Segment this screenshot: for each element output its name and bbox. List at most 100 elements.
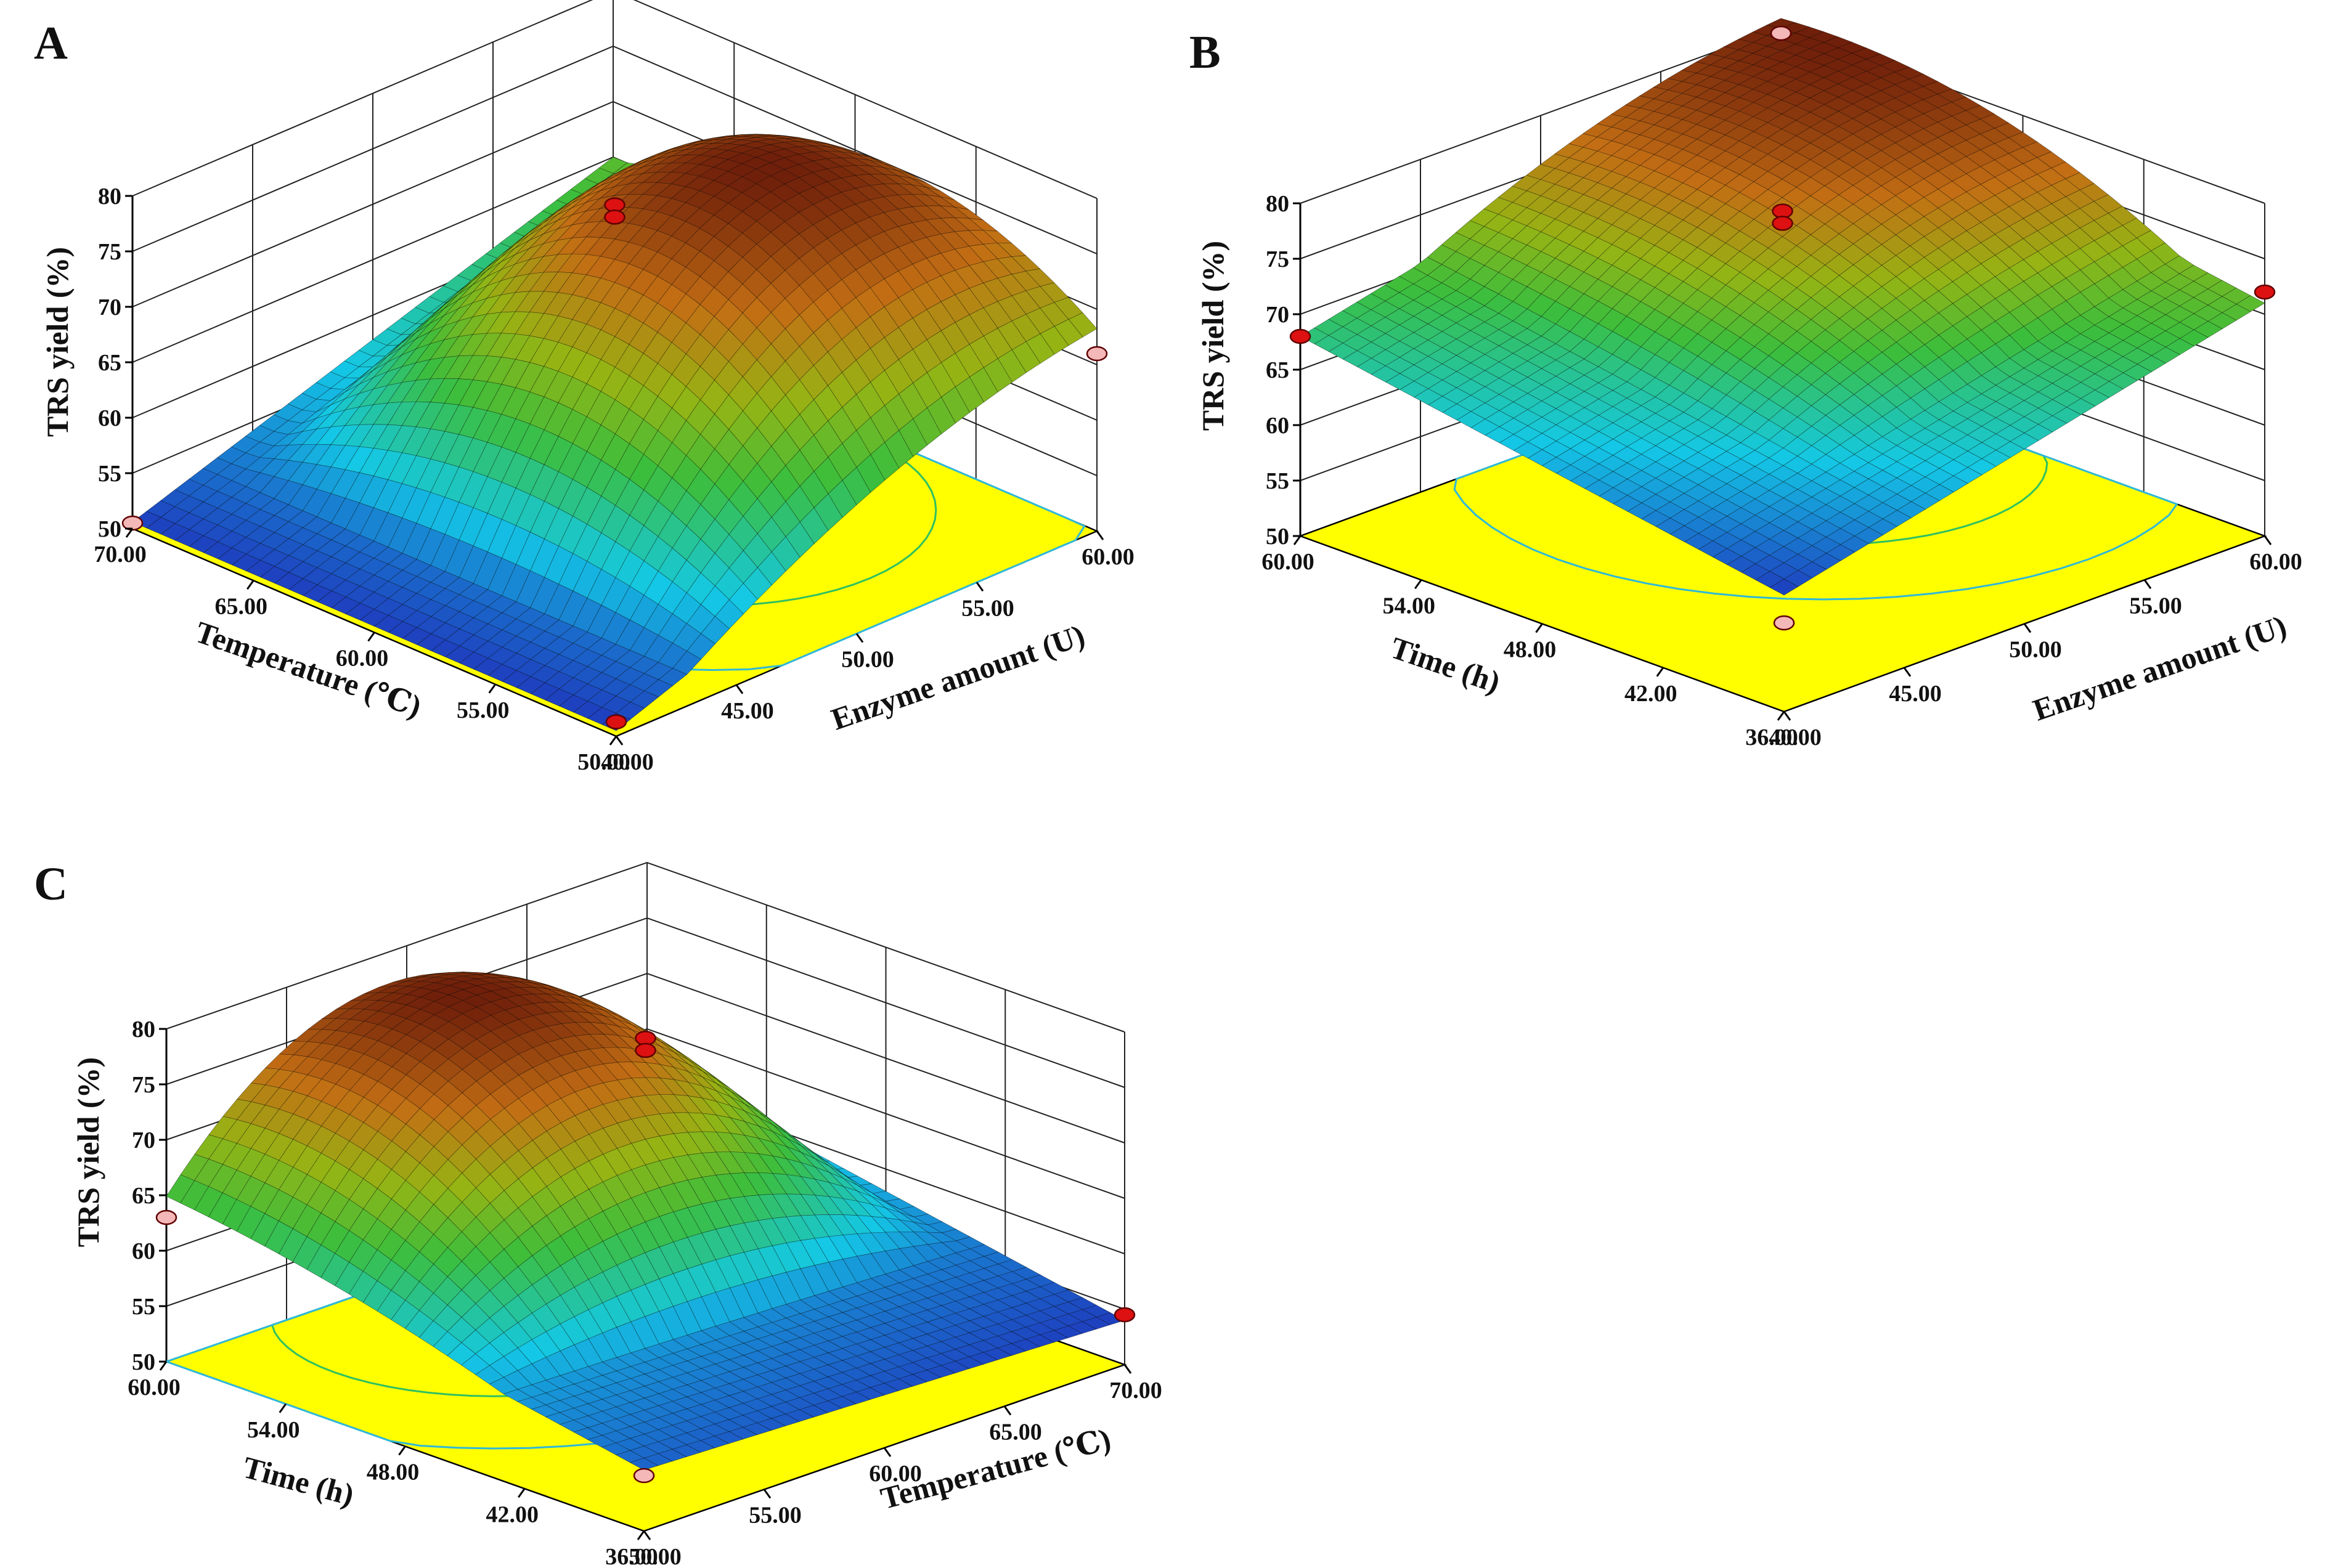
- z-tick-label: 75: [132, 1072, 155, 1098]
- z-tick-label: 65: [132, 1183, 155, 1209]
- design-point-marker: [1289, 328, 1311, 344]
- y-tick-label: 60.00: [128, 1375, 181, 1400]
- y-tick-label: 60.00: [336, 646, 389, 672]
- y-tick-label: 54.00: [1383, 593, 1436, 619]
- design-point-marker: [1772, 216, 1793, 231]
- x-tick-mark: [615, 736, 624, 745]
- x-tick-mark: [855, 633, 864, 643]
- y-tick-label: 55.00: [457, 697, 510, 723]
- z-tick-label: 60: [1266, 413, 1289, 439]
- y-tick-label: 48.00: [367, 1460, 420, 1485]
- surface-cell: [1769, 579, 1799, 596]
- y-tick-mark: [247, 580, 255, 590]
- y-tick-label: 60.00: [1261, 549, 1314, 575]
- x-tick-mark: [2023, 623, 2032, 633]
- y-tick-mark: [159, 1361, 168, 1371]
- x-tick-label: 40.00: [601, 749, 654, 775]
- surface-cell: [629, 1458, 659, 1471]
- x-tick-label: 55.00: [961, 595, 1014, 621]
- panel-c-z-axis-title: TRS yield (%): [71, 1057, 105, 1247]
- design-point-marker: [2254, 284, 2276, 300]
- y-tick-mark: [518, 1488, 526, 1498]
- y-tick-mark: [279, 1403, 287, 1413]
- panel-c-label: C: [34, 858, 68, 910]
- z-tick-label: 50: [1266, 524, 1289, 550]
- x-tick-mark: [1003, 1405, 1012, 1416]
- y-tick-mark: [1535, 623, 1543, 633]
- x-tick-mark: [735, 684, 744, 694]
- y-tick-mark: [367, 632, 375, 642]
- y-tick-label: 54.00: [247, 1417, 300, 1443]
- x-tick-mark: [2143, 579, 2152, 590]
- y-tick-label: 36.00: [1745, 725, 1798, 750]
- x-tick-mark: [883, 1447, 892, 1457]
- y-tick-label: 42.00: [1624, 681, 1677, 707]
- panel-a-label: A: [34, 17, 68, 69]
- x-tick-label: 45.00: [1889, 681, 1942, 707]
- x-tick-label: 45.00: [721, 698, 774, 724]
- x-tick-label: 55.00: [2129, 593, 2182, 619]
- x-tick-mark: [1123, 1364, 1132, 1374]
- design-point-marker: [1770, 25, 1792, 41]
- design-point-marker: [1773, 615, 1795, 631]
- y-tick-mark: [398, 1445, 406, 1456]
- x-tick-mark: [643, 1530, 651, 1540]
- design-point-marker: [605, 714, 627, 729]
- z-tick-label: 75: [98, 239, 121, 265]
- x-tick-mark: [2263, 535, 2272, 545]
- x-tick-mark: [1903, 667, 1912, 677]
- y-tick-label: 65.00: [215, 593, 268, 619]
- panel-c: C 50 55 60 65 70 75 80 50.00 55.00 60.00 65.00 70.0…: [34, 858, 1162, 1568]
- design-point-marker: [635, 1042, 656, 1058]
- panel-b-surface: [1289, 18, 2276, 631]
- z-tick-label: 65: [1266, 357, 1289, 383]
- z-tick-label: 55: [132, 1294, 155, 1320]
- z-tick-label: 70: [1266, 302, 1289, 328]
- y-tick-label: 50.00: [577, 749, 630, 775]
- y-tick-label: 42.00: [486, 1501, 539, 1527]
- y-tick-mark: [1414, 579, 1422, 590]
- z-tick-label: 70: [98, 295, 121, 320]
- x-tick-mark: [1096, 530, 1104, 540]
- y-tick-mark: [609, 736, 617, 745]
- z-tick-label: 50: [98, 516, 121, 542]
- panel-a-surface: [121, 134, 1108, 731]
- x-tick-label: 70.00: [1109, 1378, 1162, 1403]
- z-tick-label: 55: [98, 461, 121, 487]
- x-tick-label: 60.00: [1082, 544, 1135, 570]
- x-tick-label: 50.00: [629, 1544, 682, 1568]
- y-tick-mark: [1777, 711, 1785, 721]
- x-tick-mark: [763, 1489, 772, 1499]
- x-tick-label: 55.00: [749, 1503, 802, 1529]
- z-tick-label: 70: [132, 1127, 155, 1153]
- panel-a-ticks: 50 55 60 65 70 75 80 40.00 45.00 50.00 55.00 60.00 5…: [94, 184, 1135, 775]
- y-tick-mark: [637, 1530, 645, 1540]
- z-tick-label: 50: [132, 1349, 155, 1375]
- panel-c-ticks: 50 55 60 65 70 75 80 50.00 55.00 60.00 65.00 70.00 3…: [128, 1017, 1162, 1568]
- y-tick-mark: [125, 528, 134, 538]
- panel-c-surface: [155, 972, 1136, 1484]
- panel-b-label: B: [1189, 26, 1221, 78]
- y-tick-mark: [488, 683, 496, 694]
- y-tick-mark: [1293, 535, 1302, 545]
- design-point-marker: [604, 209, 625, 225]
- z-tick-label: 60: [98, 405, 121, 431]
- z-tick-label: 75: [1266, 246, 1289, 272]
- design-point-marker: [1086, 346, 1108, 362]
- panel-a-z-axis-title: TRS yield (%): [40, 247, 75, 437]
- x-tick-mark: [1783, 711, 1791, 721]
- wall-gridline: [132, 0, 1098, 199]
- x-tick-label: 65.00: [989, 1420, 1042, 1445]
- x-tick-label: 60.00: [869, 1461, 922, 1487]
- x-tick-label: 50.00: [2009, 637, 2062, 663]
- x-tick-mark: [976, 582, 984, 592]
- z-tick-label: 80: [98, 184, 121, 209]
- panel-b-ticks: 50 55 60 65 70 75 80 40.00 45.00 50.00 55.00 60.00 3…: [1261, 191, 2302, 750]
- x-tick-label: 50.00: [841, 647, 894, 673]
- z-tick-label: 60: [132, 1238, 155, 1264]
- y-tick-label: 36.00: [605, 1544, 658, 1568]
- z-tick-label: 80: [132, 1017, 155, 1042]
- x-tick-label: 40.00: [1769, 725, 1822, 750]
- design-point-marker: [633, 1468, 655, 1484]
